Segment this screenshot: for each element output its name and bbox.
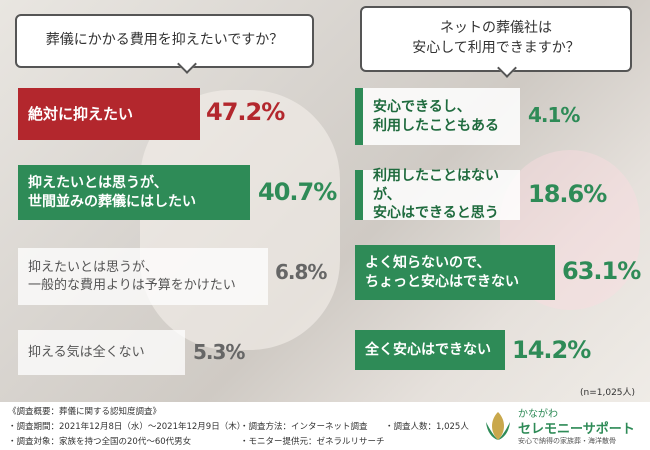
logo-sub: 安心で納得の家族葬・海洋散骨 bbox=[518, 437, 616, 445]
question-bubble: 葬儀にかかる費用を抑えたいですか？ bbox=[15, 14, 314, 68]
footer-text: ・調査期間：2021年12月8日（水）〜2021年12月9日（木） bbox=[8, 422, 246, 432]
percent: 18.6% bbox=[528, 180, 607, 208]
percent: 63.1% bbox=[562, 257, 641, 285]
percent: 6.8% bbox=[275, 260, 327, 284]
percent: 47.2% bbox=[206, 98, 285, 126]
logo-text: かながわ bbox=[518, 409, 558, 420]
question: 葬儀にかかる費用を抑えたいですか？ bbox=[45, 32, 284, 49]
answer-box: 安心できるし、 利用したこともある bbox=[355, 88, 520, 145]
logo-icon bbox=[486, 412, 510, 440]
answer-label: 利用したことはないが、 安心はできると思う bbox=[373, 167, 499, 222]
answer-box: 絶対に抑えたい bbox=[18, 88, 200, 140]
percent: 4.1% bbox=[528, 103, 580, 127]
answer-box: 抑えたいとは思うが、 世間並みの葬儀にはしたい bbox=[18, 165, 250, 220]
answer-label: 安心できるし、 利用したこともある bbox=[373, 98, 499, 134]
percent: 40.7% bbox=[258, 178, 337, 206]
answer-box: 全く安心はできない bbox=[355, 330, 505, 370]
answer-label: よく知らないので、 ちょっと安心はできない bbox=[365, 254, 519, 290]
answer-label: 抑える気は全くない bbox=[28, 344, 145, 360]
answer-label: 抑えたいとは思うが、 世間並みの葬儀にはしたい bbox=[28, 174, 196, 210]
footer-heading: 《調査概要：葬儀に関する認知度調査》 bbox=[8, 407, 162, 417]
sample-size: (n=1,025人) bbox=[580, 388, 636, 398]
answer-label: 抑えたいとは思うが、 一般的な費用よりは予算をかけたい bbox=[28, 259, 236, 293]
question-bubble: ネットの葬儀社は 安心して利用できますか？ bbox=[360, 6, 632, 72]
answer-label: 絶対に抑えたい bbox=[28, 104, 134, 123]
footer-text: ・モニター提供元：ゼネラルリサーチ bbox=[240, 437, 385, 447]
question: ネットの葬儀社は 安心して利用できますか？ bbox=[412, 20, 580, 56]
footer-text: ・調査対象：家族を持つ全国の20代〜60代男女 bbox=[8, 437, 192, 447]
answer-box: 抑えたいとは思うが、 一般的な費用よりは予算をかけたい bbox=[18, 248, 268, 305]
footer: 《調査概要：葬儀に関する認知度調査》 ・調査期間：2021年12月8日（水）〜2… bbox=[0, 402, 650, 450]
answer-box: 抑える気は全くない bbox=[18, 330, 185, 375]
percent: 14.2% bbox=[512, 336, 591, 364]
percent: 5.3% bbox=[193, 340, 245, 364]
answer-box: よく知らないので、 ちょっと安心はできない bbox=[355, 245, 555, 300]
answer-label: 全く安心はできない bbox=[365, 341, 491, 358]
footer-text: ・調査人数：1,025人 bbox=[385, 422, 469, 432]
logo-name: セレモニーサポート bbox=[518, 422, 635, 437]
answer-box: 利用したことはないが、 安心はできると思う bbox=[355, 168, 520, 221]
footer-text: ・調査方法：インターネット調査 bbox=[240, 422, 368, 432]
